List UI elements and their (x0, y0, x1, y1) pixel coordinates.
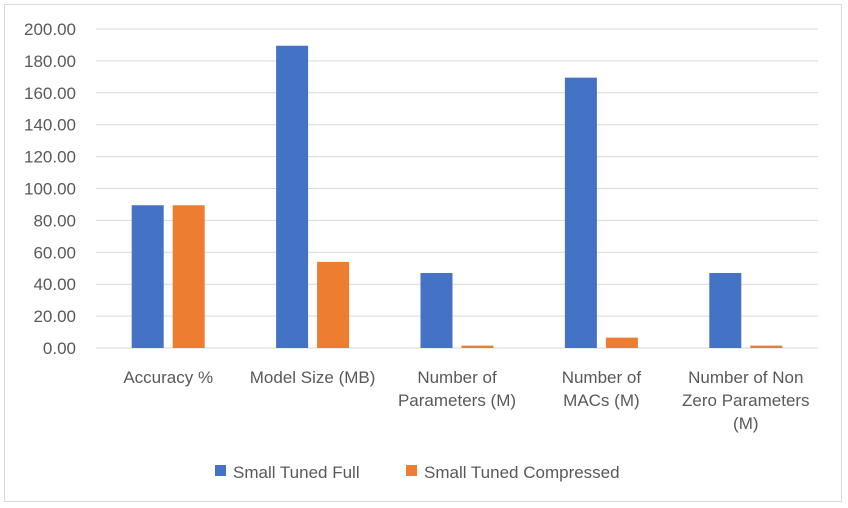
bar-small-tuned-full-3 (564, 77, 597, 349)
bars (131, 45, 783, 349)
y-tick-label: 180.00 (24, 52, 76, 71)
bar-small-tuned-full-0 (131, 205, 164, 348)
y-axis-tick-labels: 0.00 20.00 40.00 60.00 80.00 100.00 120.00 140.… (24, 20, 76, 358)
x-category-label: Number of (562, 368, 642, 387)
bar-small-tuned-compressed-2 (461, 345, 494, 348)
x-category-label: Number of Non (688, 368, 803, 387)
x-category-label: Model Size (MB) (250, 368, 376, 387)
y-tick-label: 0.00 (43, 339, 76, 358)
y-tick-label: 80.00 (33, 211, 76, 230)
x-category-label: Number of (417, 368, 497, 387)
bar-small-tuned-full-1 (276, 45, 309, 349)
legend-swatch (215, 465, 226, 476)
y-tick-label: 160.00 (24, 84, 76, 103)
y-tick-label: 40.00 (33, 275, 76, 294)
x-category-label: (M) (733, 414, 758, 433)
bar-small-tuned-compressed-1 (317, 261, 350, 348)
y-tick-label: 60.00 (33, 243, 76, 262)
legend: Small Tuned Full Small Tuned Compressed (215, 463, 620, 482)
y-tick-label: 200.00 (24, 20, 76, 39)
legend-label: Small Tuned Compressed (424, 463, 620, 482)
bar-small-tuned-compressed-3 (605, 337, 638, 348)
y-tick-label: 100.00 (24, 180, 76, 199)
x-category-label: MACs (M) (563, 391, 639, 410)
y-tick-label: 120.00 (24, 148, 76, 167)
legend-label: Small Tuned Full (233, 463, 360, 482)
y-tick-label: 140.00 (24, 116, 76, 135)
y-tick-label: 20.00 (33, 307, 76, 326)
bar-small-tuned-compressed-4 (750, 345, 783, 348)
x-axis-category-labels: Accuracy % Model Size (MB) Number of Parame… (123, 368, 809, 433)
x-category-label: Parameters (M) (398, 391, 516, 410)
x-category-label: Zero Parameters (682, 391, 810, 410)
bar-small-tuned-full-4 (709, 273, 742, 348)
bar-small-tuned-compressed-0 (172, 205, 205, 348)
gridlines (96, 28, 818, 349)
x-category-label: Accuracy % (123, 368, 213, 387)
legend-swatch (406, 465, 417, 476)
bar-small-tuned-full-2 (420, 273, 453, 348)
